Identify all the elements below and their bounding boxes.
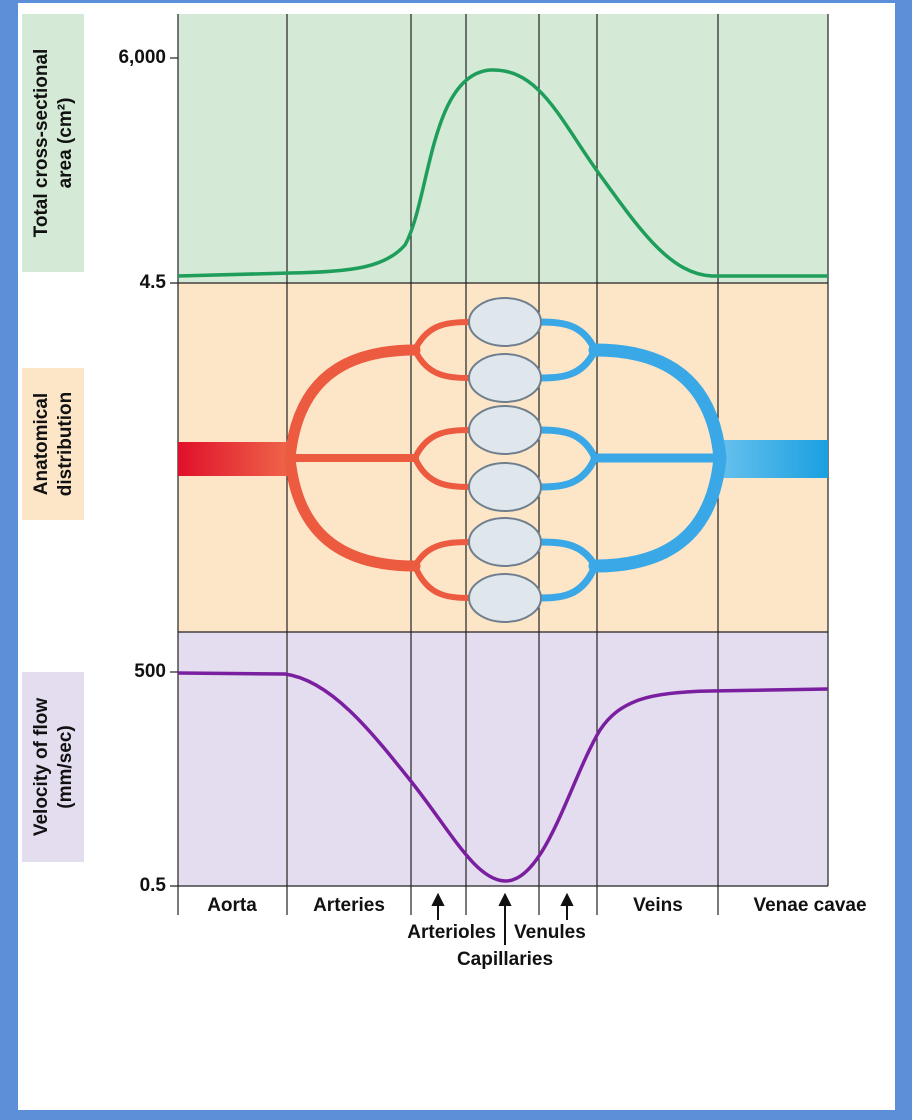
panel-label: distribution [55,392,76,496]
panel-label: area (cm²) [55,98,76,189]
tick-label: 4.5 [140,272,167,293]
segment-label: Arterioles [407,922,496,943]
tick-label: 500 [134,661,166,682]
area-panel [178,14,828,283]
tick-label: 0.5 [140,875,167,896]
panel-label: Total cross-sectional [31,49,52,238]
tick-label: 6,000 [118,47,166,68]
segment-label: Capillaries [457,949,553,970]
segment-label: Venules [514,922,586,943]
panel-label: Velocity of flow [31,698,52,837]
panel-label: Anatomical [31,393,52,495]
panel-label: (mm/sec) [55,725,76,808]
segment-label: Arteries [313,895,385,916]
figure: Total cross-sectional area (cm²) Anatomi… [0,0,912,1120]
segment-label: Veins [633,895,683,916]
velocity-panel [178,632,828,886]
segment-label: Venae cavae [753,895,866,916]
segment-label: Aorta [207,895,257,916]
